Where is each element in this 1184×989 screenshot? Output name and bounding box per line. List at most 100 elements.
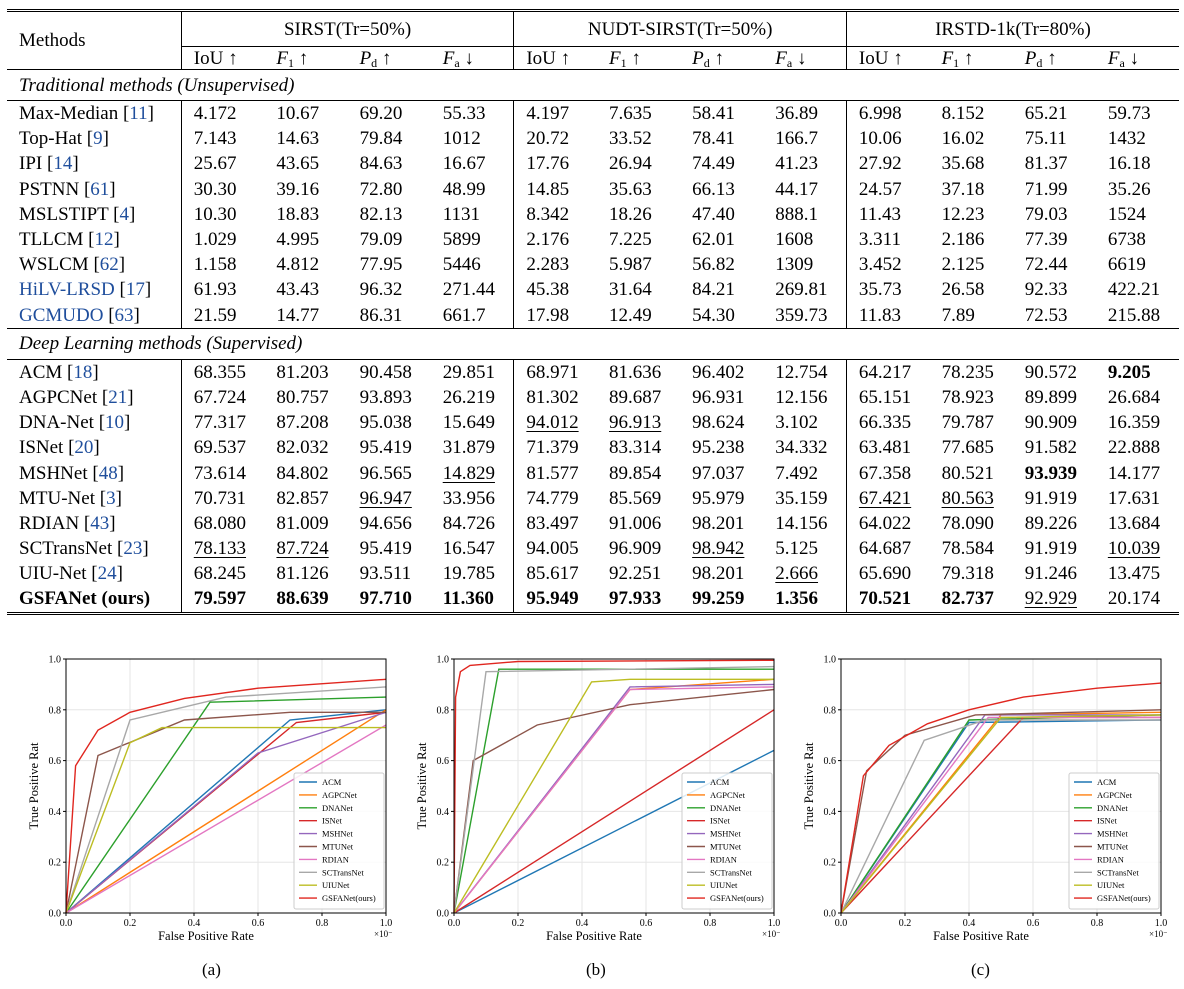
value-cell: 35.63	[609, 178, 652, 200]
table-row: GCMUDO [63] 21.59 14.77 86.31 661.7 17.98 12.4…	[7, 302, 1179, 329]
value-cell: 73.614	[180, 460, 265, 486]
value-cell: 269.81	[775, 279, 828, 301]
value-cell: 17.76	[513, 151, 597, 177]
value-cell: 80.757	[276, 386, 329, 408]
value-cell: 81.203	[264, 358, 348, 385]
value-cell: 96.402	[680, 358, 764, 385]
value-cell: 83.497	[513, 510, 597, 536]
value-cell: 12.754	[763, 358, 847, 385]
citation-link[interactable]: 12	[94, 229, 114, 251]
legend-box	[1068, 772, 1160, 910]
x-tick-label: 1.0	[768, 918, 780, 929]
series-line-uiunet	[65, 726, 386, 914]
series-line-gsfanet-ours-	[840, 682, 1162, 914]
x-tick-label: 0.6	[1027, 918, 1040, 929]
method-cell: IPI [14]	[19, 153, 79, 175]
value-cell: 6.998	[845, 100, 930, 127]
value-cell: 78.133	[180, 536, 265, 562]
citation-link[interactable]: 14	[53, 153, 73, 175]
method-name: HiLV-LRSD	[19, 279, 115, 301]
citation-link[interactable]: 62	[99, 254, 119, 276]
value-cell: 4.197	[513, 100, 597, 127]
value-cell: 79.03	[1024, 203, 1068, 225]
method-cell: Max-Median [11]	[7, 100, 182, 127]
legend-label: DNANet	[1097, 803, 1128, 813]
value-cell: 90.909	[1024, 412, 1077, 434]
legend-label: UIUNet	[710, 880, 738, 890]
method-name: AGPCNet	[19, 386, 98, 408]
citation-link[interactable]: 61	[90, 178, 110, 200]
header-row-groups: Methods SIRST(Tr=50%) NUDT-SIRST(Tr=50%)…	[7, 9, 1179, 70]
value-cell: 91.246	[1024, 563, 1077, 585]
citation-link[interactable]: 20	[74, 437, 94, 459]
value-cell: 2.176	[513, 226, 597, 253]
citation-link[interactable]: 10	[105, 412, 125, 434]
value-cell: 71.99	[1024, 178, 1068, 200]
value-cell: 95.419	[359, 538, 412, 560]
citation-link[interactable]: 3	[106, 487, 116, 509]
value-cell: 96.947	[359, 487, 412, 509]
value-cell: 64.217	[845, 358, 930, 385]
metric-label: Fa ↓	[775, 47, 807, 70]
value-cell: 92.251	[609, 563, 662, 585]
value-cell: 65.21	[1012, 100, 1096, 127]
value-cell: 7.225	[609, 229, 652, 251]
x-axis-label: False Positive Rate	[933, 929, 1029, 943]
value-cell: 99.259	[680, 586, 764, 615]
value-cell: 14.63	[276, 128, 320, 150]
value-cell: 68.355	[180, 358, 265, 385]
citation-link[interactable]: 24	[97, 563, 117, 585]
citation-link[interactable]: 23	[123, 538, 143, 560]
citation-link[interactable]: 63	[114, 304, 134, 326]
method-name: ISNet	[19, 437, 64, 459]
value-cell: 8.152	[929, 100, 1013, 127]
legend-label: SCTransNet	[1097, 867, 1139, 877]
citation-link[interactable]: 17	[125, 279, 145, 301]
roc-chart-a: 0.0 0.2 0.4 0.6 0.8 1.0 0.0 0.2 0.4 0.6 0.8 1.0 ×10⁻…	[12, 648, 396, 948]
value-cell: 95.238	[692, 437, 745, 459]
value-cell: 94.656	[359, 512, 412, 534]
method-cell: ACM [18]	[7, 358, 182, 385]
citation-link[interactable]: 48	[98, 462, 118, 484]
value-cell: 2.125	[941, 254, 985, 276]
citation-link[interactable]: 11	[129, 103, 148, 125]
value-cell: 91.919	[1024, 487, 1077, 509]
value-cell: 4.995	[276, 229, 320, 251]
citation-link[interactable]: 21	[108, 386, 128, 408]
value-cell: 79.318	[941, 563, 994, 585]
metric-header-fa: Fa ↓	[430, 46, 514, 70]
value-cell: 97.037	[692, 462, 745, 484]
method-cell: HiLV-LRSD [17]	[19, 279, 152, 301]
group-header-irstd-1k: IRSTD-1k(Tr=80%)	[845, 9, 1179, 47]
metric-label: Pd ↑	[1024, 47, 1057, 70]
value-cell: 27.92	[845, 151, 930, 177]
value-cell: 87.724	[276, 538, 329, 560]
value-cell: 7.635	[597, 100, 681, 127]
value-cell: 54.30	[692, 304, 735, 326]
citation-link[interactable]: 4	[119, 203, 129, 225]
x-tick-label: 0.4	[188, 918, 201, 929]
value-cell: 80.521	[941, 462, 994, 484]
value-cell: 14.156	[775, 512, 828, 534]
series-line-mshnet	[65, 711, 387, 914]
y-tick-label: 0.4	[437, 807, 450, 818]
value-cell: 1.356	[763, 586, 847, 615]
value-cell: 78.41	[692, 128, 735, 150]
value-cell: 8.342	[513, 201, 597, 227]
value-cell: 215.88	[1107, 304, 1161, 326]
series-line-rdian	[65, 724, 387, 914]
value-cell: 88.639	[264, 586, 348, 615]
y-tick-label: 0.6	[437, 756, 450, 767]
value-cell: 79.09	[359, 229, 403, 251]
value-cell: 35.68	[941, 153, 985, 175]
y-tick-label: 0.8	[437, 705, 450, 716]
citation-link[interactable]: 43	[90, 512, 110, 534]
series-line-sctransnet	[840, 719, 1161, 914]
metric-label: Pd ↑	[359, 47, 392, 70]
citation-link[interactable]: 18	[73, 361, 93, 383]
method-name: MSLSTIPT	[19, 203, 109, 225]
method-cell: MTU-Net [3]	[19, 487, 122, 509]
legend-label: ACM	[710, 777, 730, 787]
citation-link[interactable]: 9	[93, 128, 103, 150]
metric-header-fa: Fa ↓	[1095, 46, 1179, 70]
